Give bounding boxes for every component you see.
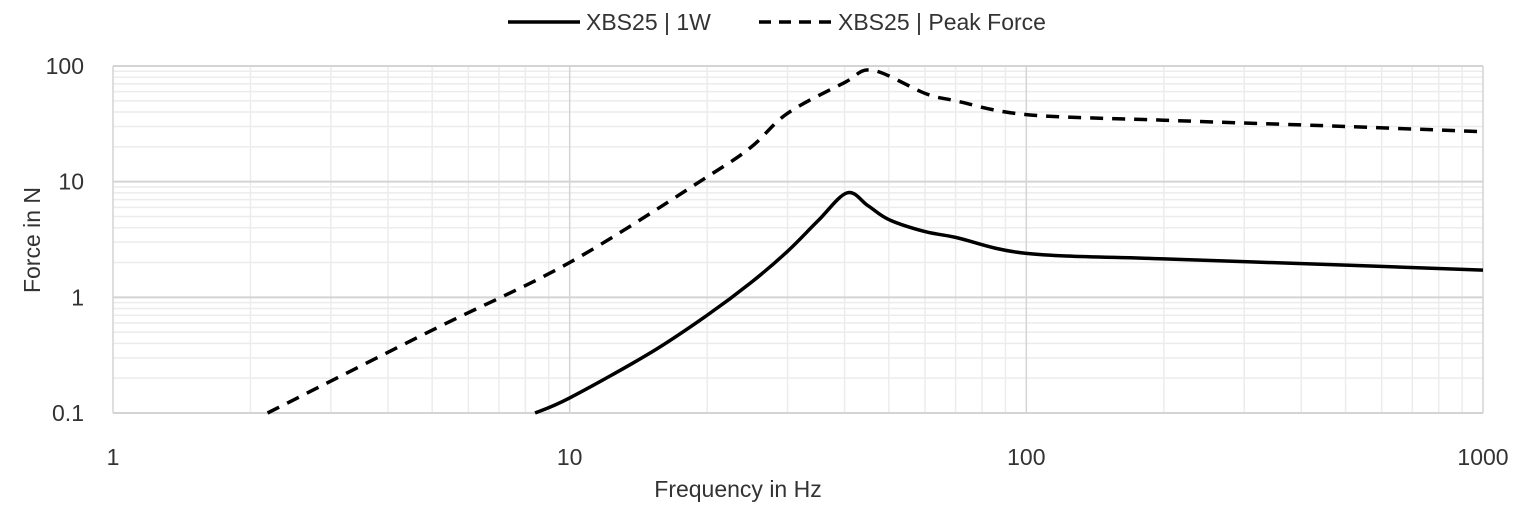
series-line-1w bbox=[534, 190, 1484, 415]
x-tick-label: 10 bbox=[557, 444, 583, 470]
y-tick-label: 10 bbox=[58, 169, 84, 195]
x-axis-title: Frequency in Hz bbox=[654, 476, 821, 502]
y-axis-title: Force in N bbox=[19, 187, 45, 293]
y-tick-label: 0.1 bbox=[52, 400, 84, 426]
x-tick-label: 100 bbox=[1007, 444, 1045, 470]
legend-label-1w: XBS25 | 1W bbox=[586, 9, 711, 35]
series-line-peak-force bbox=[266, 68, 1484, 415]
y-tick-label: 100 bbox=[46, 53, 84, 79]
x-tick-label: 1000 bbox=[1457, 444, 1508, 470]
x-tick-label: 1 bbox=[107, 444, 120, 470]
y-tick-label: 1 bbox=[71, 284, 84, 310]
series-group bbox=[266, 68, 1484, 415]
tick-labels: 1 10 100 1000 0.1 1 10 100 bbox=[46, 53, 1509, 470]
grid bbox=[112, 65, 1484, 414]
legend-label-peak-force: XBS25 | Peak Force bbox=[838, 9, 1046, 35]
legend: XBS25 | 1W XBS25 | Peak Force bbox=[508, 9, 1046, 35]
